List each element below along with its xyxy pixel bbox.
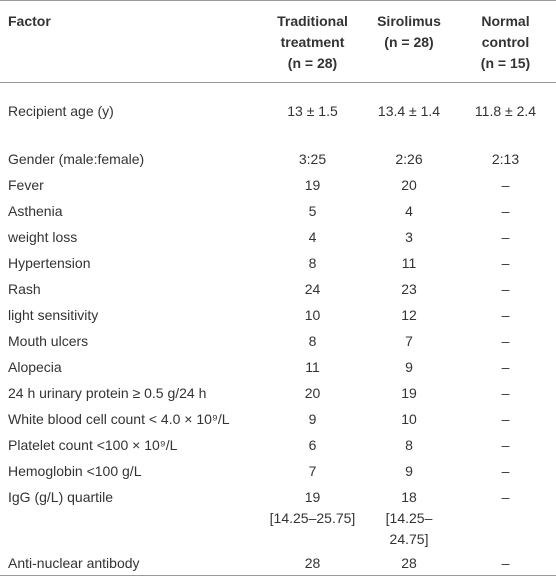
factor-cell: Gender (male:female) [8,150,145,167]
value-cell: 6 [308,436,317,453]
table-row: Gender (male:female) 3:25 2:26 2:13 [0,146,556,172]
factor-cell: Fever [8,176,44,193]
value-cell: 20 [401,176,417,193]
factor-cell: Recipient age (y) [8,103,114,119]
value-cell: 13.4 ± 1.4 [377,103,441,119]
factor-cell: IgG (g/L) quartile [8,488,114,505]
value-cell: – [501,202,510,219]
table-row: Platelet count <100 × 10⁹/L 6 8 – [0,432,556,458]
factor-cell: Platelet count <100 × 10⁹/L [8,436,178,453]
cell-line: (n = 28) [384,34,434,50]
factor-cell: light sensitivity [8,306,99,323]
value-cell: 18 [14.25–24.75] [363,484,455,550]
table-row: Mouth ulcers 8 7 – [0,328,556,354]
factor-cell: White blood cell count < 4.0 × 10⁹/L [8,410,230,427]
value-cell: 7 [308,462,317,479]
value-cell: 13 ± 1.5 [287,103,338,119]
cell-line: [14.25–25.75] [269,509,356,526]
value-cell: – [501,410,510,427]
table-row: Hemoglobin <100 g/L 7 9 – [0,458,556,484]
value-cell: 4 [308,228,317,245]
value-cell: 2:13 [491,150,520,167]
value-cell: 11 [401,254,417,271]
table-body: Recipient age (y) 13 ± 1.5 13.4 ± 1.4 11.8 … [0,83,556,576]
factor-cell: Alopecia [8,358,62,375]
value-cell: 20 [304,384,321,401]
factor-cell: Hemoglobin <100 g/L [8,462,142,479]
value-cell: 11 [305,358,320,375]
table-header: Factor Traditional treatment (n = 28) Siroli… [0,0,556,83]
value-cell: 19 [304,176,321,193]
value-cell: 9 [405,462,413,479]
value-cell: 10 [401,410,417,427]
value-cell: – [501,306,510,323]
table-row: Rash 24 23 – [0,276,556,302]
table-row: Recipient age (y) 13 ± 1.5 13.4 ± 1.4 11.8 … [0,83,556,146]
value-cell: 3:25 [298,150,327,167]
value-cell: 7 [405,332,413,349]
cell-line: 18 [401,488,417,505]
factor-cell: Rash [8,280,41,297]
factor-cell: weight loss [8,228,78,245]
header-cell: Traditional treatment (n = 28) [262,0,363,83]
value-cell: 9 [405,358,413,375]
value-cell: 19 [401,384,417,401]
cell-line: 19 [304,488,321,505]
value-cell: – [501,228,510,245]
value-cell: 2:26 [395,150,423,167]
value-cell: 4 [405,202,413,219]
header-row: Factor Traditional treatment (n = 28) Siroli… [0,0,556,83]
cell-line: Traditional [277,13,348,29]
value-cell: 19 [14.25–25.75] [262,484,363,550]
table-row: light sensitivity 10 12 – [0,302,556,328]
cell-line: (n = 28) [287,55,338,71]
factor-cell: Mouth ulcers [8,332,89,349]
value-cell: – [501,280,510,297]
value-cell: 24 [304,280,321,297]
table-row: weight loss 4 3 – [0,224,556,250]
value-cell: – [501,384,510,401]
cell-line: control [481,34,530,50]
value-cell: 9 [308,410,317,427]
header-cell: Factor [0,0,262,83]
value-cell: 3 [405,228,413,245]
table-row: Hypertension 8 11 – [0,250,556,276]
table-row: IgG (g/L) quartile 19 [14.25–25.75] 18 [14.2… [0,484,556,550]
value-cell: 5 [308,202,317,219]
value-cell: – [501,176,510,193]
value-cell: 23 [401,280,417,297]
value-cell: 8 [308,332,317,349]
value-cell: – [501,436,510,453]
cell-line: Sirolimus [377,13,441,29]
table-row: Alopecia 11 9 – [0,354,556,380]
factor-cell: Asthenia [8,202,63,219]
header-cell: Normal control (n = 15) [455,0,556,83]
value-cell: 8 [405,436,413,453]
table-row: Fever 19 20 – [0,172,556,198]
cell-line: Normal [481,13,530,29]
header-cell: Sirolimus (n = 28) [363,0,455,83]
cell-line: [14.25–24.75] [385,509,433,547]
value-cell: – [501,488,510,505]
value-cell: – [501,358,510,375]
value-cell: – [501,332,510,349]
value-cell: – [501,254,510,271]
value-cell: – [501,462,510,479]
factor-cell: 24 h urinary protein ≥ 0.5 g/24 h [8,384,207,401]
cell-line: treatment [280,34,345,50]
value-cell: 10 [304,306,321,323]
value-cell: 12 [401,306,417,323]
value-cell: 11.8 ± 2.4 [474,103,537,119]
table-row: Asthenia 5 4 – [0,198,556,224]
table-row: White blood cell count < 4.0 × 10⁹/L 9 10 – [0,406,556,432]
cell-line: (n = 15) [480,55,531,71]
table-row: 24 h urinary protein ≥ 0.5 g/24 h 20 19 – [0,380,556,406]
value-cell: 8 [308,254,317,271]
factor-cell: Hypertension [8,254,91,271]
